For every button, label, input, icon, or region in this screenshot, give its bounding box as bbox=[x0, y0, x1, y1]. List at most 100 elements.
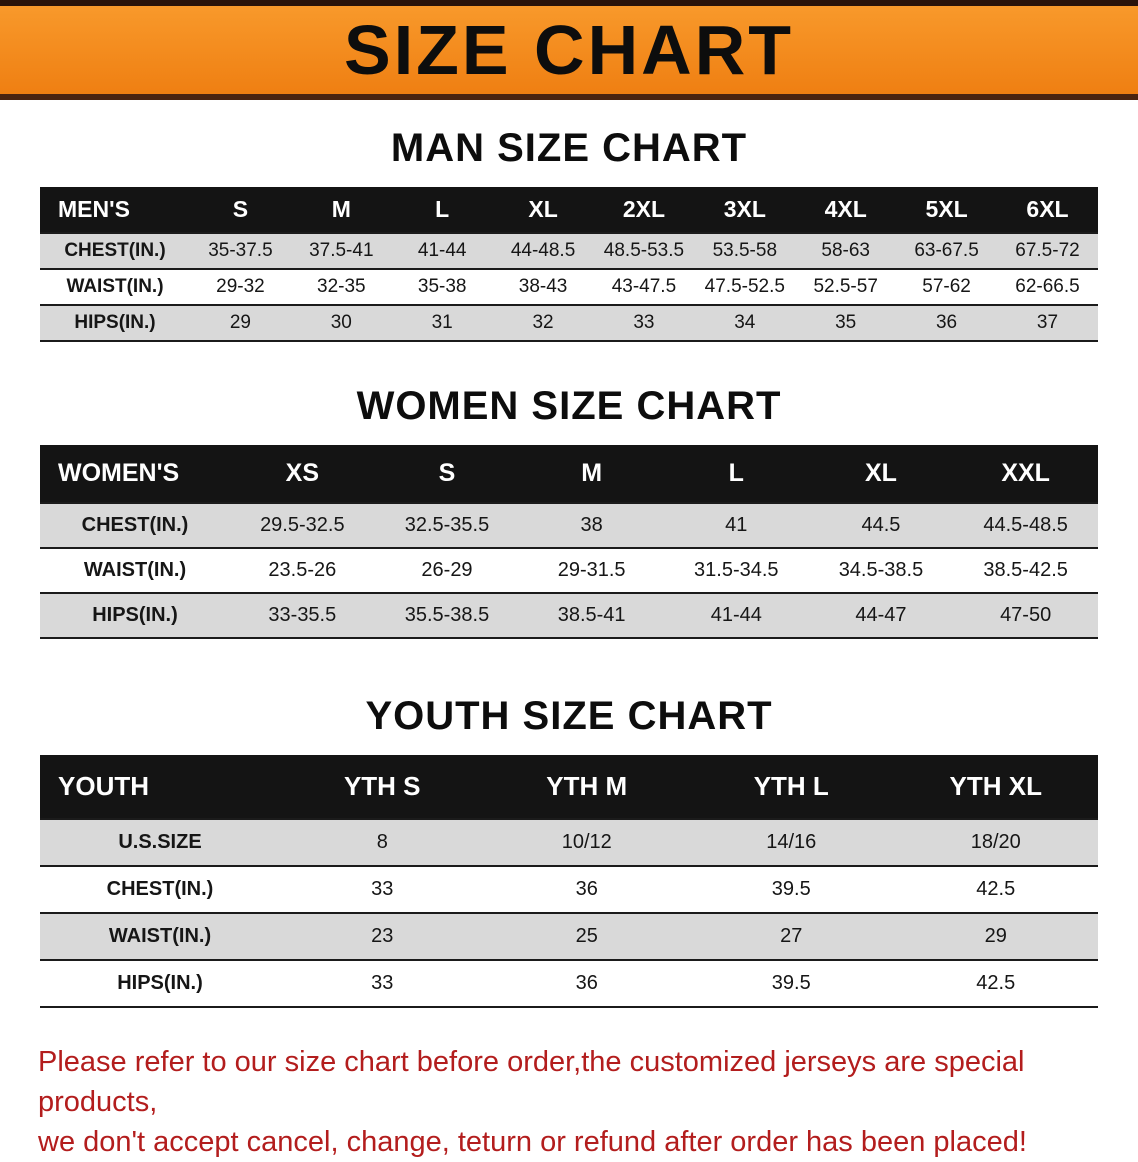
size-value-cell: 23 bbox=[280, 912, 485, 960]
table-row: HIPS(IN.) 33-35.5 35.5-38.5 38.5-41 41-44 44-… bbox=[40, 592, 1098, 638]
size-header-cell: XL bbox=[808, 445, 954, 503]
size-value-cell: 33 bbox=[280, 865, 485, 913]
size-value-cell: 44.5-48.5 bbox=[953, 502, 1098, 548]
men-section: MAN SIZE CHART MEN'S S M L XL 2XL 3XL 4XL 5XL 6XL… bbox=[0, 126, 1138, 342]
women-section: WOMEN SIZE CHART WOMEN'S XS S M L XL XXL CHEST(… bbox=[0, 384, 1138, 639]
size-value-cell: 57-62 bbox=[896, 268, 997, 305]
size-value-cell: 44-47 bbox=[808, 592, 954, 638]
size-header-cell: YTH M bbox=[484, 755, 689, 819]
size-header-cell: M bbox=[519, 445, 664, 503]
size-header-cell: XS bbox=[230, 445, 375, 503]
size-header-cell: XXL bbox=[953, 445, 1098, 503]
size-value-cell: 41-44 bbox=[663, 592, 809, 638]
size-header-cell: M bbox=[290, 187, 392, 233]
size-value-cell: 26-29 bbox=[374, 547, 520, 593]
table-title-cell: YOUTH bbox=[40, 755, 280, 819]
women-size-table: WOMEN'S XS S M L XL XXL CHEST(IN.) 29.5-32.5 32.5… bbox=[40, 445, 1098, 639]
row-label: U.S.SIZE bbox=[40, 818, 280, 866]
size-value-cell: 53.5-58 bbox=[694, 232, 796, 269]
size-value-cell: 39.5 bbox=[689, 959, 894, 1007]
row-label: CHEST(IN.) bbox=[40, 865, 280, 913]
size-value-cell: 23.5-26 bbox=[230, 547, 375, 593]
size-value-cell: 41-44 bbox=[391, 232, 493, 269]
size-header-cell: YTH S bbox=[280, 755, 485, 819]
size-value-cell: 30 bbox=[290, 304, 392, 341]
row-label: CHEST(IN.) bbox=[40, 502, 230, 548]
size-value-cell: 36 bbox=[896, 304, 997, 341]
size-value-cell: 32.5-35.5 bbox=[374, 502, 520, 548]
disclaimer-line-1: Please refer to our size chart before or… bbox=[38, 1046, 1025, 1119]
size-value-cell: 14/16 bbox=[689, 818, 894, 866]
row-label: WAIST(IN.) bbox=[40, 547, 230, 593]
size-value-cell: 34.5-38.5 bbox=[808, 547, 954, 593]
women-size-chart-heading: WOMEN SIZE CHART bbox=[356, 384, 782, 428]
size-value-cell: 58-63 bbox=[795, 232, 897, 269]
size-value-cell: 52.5-57 bbox=[795, 268, 897, 305]
size-header-cell: L bbox=[391, 187, 493, 233]
size-header-cell: 5XL bbox=[896, 187, 997, 233]
row-label: HIPS(IN.) bbox=[40, 304, 190, 341]
size-value-cell: 36 bbox=[484, 959, 689, 1007]
size-value-cell: 42.5 bbox=[893, 959, 1098, 1007]
size-value-cell: 35 bbox=[795, 304, 897, 341]
page-title: SIZE CHART bbox=[344, 11, 794, 89]
header-row: MEN'S S M L XL 2XL 3XL 4XL 5XL 6XL bbox=[40, 187, 1098, 233]
size-value-cell: 44-48.5 bbox=[492, 232, 594, 269]
youth-size-table: YOUTH YTH S YTH M YTH L YTH XL U.S.SIZE 8 10/12… bbox=[40, 755, 1098, 1008]
table-row: HIPS(IN.) 33 36 39.5 42.5 bbox=[40, 959, 1098, 1007]
size-value-cell: 10/12 bbox=[484, 818, 689, 866]
size-value-cell: 35.5-38.5 bbox=[374, 592, 520, 638]
size-value-cell: 18/20 bbox=[893, 818, 1098, 866]
header-row: YOUTH YTH S YTH M YTH L YTH XL bbox=[40, 755, 1098, 819]
table-row: CHEST(IN.) 35-37.5 37.5-41 41-44 44-48.5 48.5… bbox=[40, 232, 1098, 269]
banner: SIZE CHART bbox=[0, 0, 1138, 100]
size-value-cell: 34 bbox=[694, 304, 796, 341]
size-header-cell: S bbox=[190, 187, 291, 233]
size-value-cell: 33 bbox=[280, 959, 485, 1007]
size-header-cell: 3XL bbox=[694, 187, 796, 233]
row-label: HIPS(IN.) bbox=[40, 959, 280, 1007]
size-value-cell: 62-66.5 bbox=[997, 268, 1098, 305]
men-size-table: MEN'S S M L XL 2XL 3XL 4XL 5XL 6XL CHEST(IN.) 35-37… bbox=[40, 187, 1098, 342]
size-header-cell: YTH L bbox=[689, 755, 894, 819]
size-value-cell: 37 bbox=[997, 304, 1098, 341]
size-value-cell: 41 bbox=[663, 502, 809, 548]
size-header-cell: L bbox=[663, 445, 809, 503]
size-header-cell: YTH XL bbox=[893, 755, 1098, 819]
size-value-cell: 35-38 bbox=[391, 268, 493, 305]
table-title-cell: MEN'S bbox=[40, 187, 190, 233]
size-value-cell: 31 bbox=[391, 304, 493, 341]
size-value-cell: 67.5-72 bbox=[997, 232, 1098, 269]
size-value-cell: 48.5-53.5 bbox=[593, 232, 695, 269]
size-value-cell: 38 bbox=[519, 502, 664, 548]
size-value-cell: 35-37.5 bbox=[190, 232, 291, 269]
men-size-chart-heading: MAN SIZE CHART bbox=[390, 126, 748, 170]
size-value-cell: 39.5 bbox=[689, 865, 894, 913]
size-value-cell: 27 bbox=[689, 912, 894, 960]
size-value-cell: 29-32 bbox=[190, 268, 291, 305]
size-value-cell: 38-43 bbox=[492, 268, 594, 305]
size-value-cell: 36 bbox=[484, 865, 689, 913]
size-value-cell: 31.5-34.5 bbox=[663, 547, 809, 593]
table-row: CHEST(IN.) 33 36 39.5 42.5 bbox=[40, 865, 1098, 913]
size-header-cell: 2XL bbox=[593, 187, 695, 233]
size-header-cell: XL bbox=[492, 187, 594, 233]
table-row: U.S.SIZE 8 10/12 14/16 18/20 bbox=[40, 818, 1098, 866]
size-value-cell: 29 bbox=[893, 912, 1098, 960]
table-row: HIPS(IN.) 29 30 31 32 33 34 35 36 37 bbox=[40, 304, 1098, 341]
size-value-cell: 33 bbox=[593, 304, 695, 341]
table-row: WAIST(IN.) 23 25 27 29 bbox=[40, 912, 1098, 960]
table-title-cell: WOMEN'S bbox=[40, 445, 230, 503]
size-value-cell: 42.5 bbox=[893, 865, 1098, 913]
size-value-cell: 38.5-42.5 bbox=[953, 547, 1098, 593]
table-row: WAIST(IN.) 23.5-26 26-29 29-31.5 31.5-34.5 34… bbox=[40, 547, 1098, 593]
row-label: WAIST(IN.) bbox=[40, 912, 280, 960]
size-value-cell: 29.5-32.5 bbox=[230, 502, 375, 548]
row-label: WAIST(IN.) bbox=[40, 268, 190, 305]
size-value-cell: 32 bbox=[492, 304, 594, 341]
size-value-cell: 8 bbox=[280, 818, 485, 866]
size-value-cell: 63-67.5 bbox=[896, 232, 997, 269]
size-value-cell: 37.5-41 bbox=[290, 232, 392, 269]
table-row: CHEST(IN.) 29.5-32.5 32.5-35.5 38 41 44.5 44.5… bbox=[40, 502, 1098, 548]
